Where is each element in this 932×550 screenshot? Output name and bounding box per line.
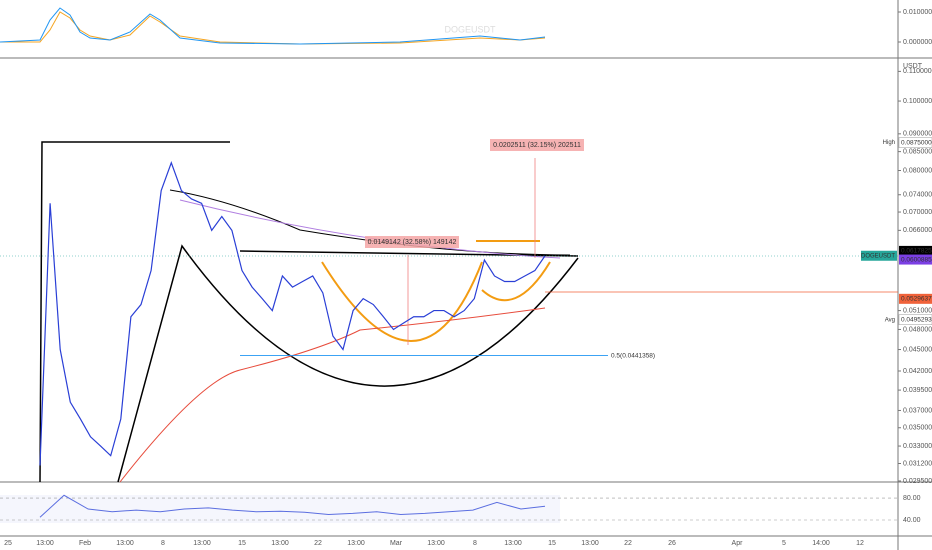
price-tag-name-bg — [881, 314, 897, 325]
time-label: 22 — [624, 540, 632, 547]
time-label: Feb — [79, 540, 91, 547]
price-tag-label: 0.0875000 — [901, 139, 932, 146]
price-tag-name: Avg — [885, 317, 895, 323]
macd-tick-label: 0.0000000 — [903, 39, 932, 46]
price-tag — [898, 137, 932, 148]
drawing-line — [39, 141, 230, 483]
annotation-bg — [490, 139, 584, 151]
inner-cup — [321, 261, 483, 342]
price-tag-name-bg — [877, 137, 897, 148]
price-tag-label: 0.0617825 — [901, 248, 932, 255]
rsi-tick-label: 40.00 — [903, 517, 921, 524]
price-tag — [899, 245, 932, 256]
rsi-band — [0, 495, 560, 523]
time-label: 26 — [668, 540, 676, 547]
price-tag — [899, 293, 932, 304]
macd-line — [0, 7, 546, 45]
price-tag — [899, 254, 932, 265]
annotation: 0.0149142 (32.58%) 149142 — [368, 239, 457, 246]
time-label: 15 — [548, 540, 556, 547]
time-label: 22 — [314, 540, 322, 547]
price-tag-label: 0.0529637 — [901, 296, 932, 303]
moving-average — [169, 189, 571, 256]
time-label: 8 — [161, 540, 165, 547]
time-label: 5 — [782, 540, 786, 547]
annotation-bg — [365, 236, 459, 248]
price-tag-label: 0.0600885 — [901, 256, 932, 263]
time-label: 13:00 — [193, 540, 211, 547]
time-label: 15 — [238, 540, 246, 547]
price-tag — [898, 314, 932, 325]
time-label: 8 — [473, 540, 477, 547]
annotation: 0.0202511 (32.15%) 202511 — [493, 142, 581, 149]
price-tag-name-bg — [861, 250, 897, 261]
price-line — [39, 161, 546, 466]
price-tag-label: 0.0495293 — [901, 316, 932, 323]
time-label: 13:00 — [36, 540, 54, 547]
time-label: Apr — [732, 540, 744, 547]
time-label: 13:00 — [116, 540, 134, 547]
time-label: 13:00 — [271, 540, 289, 547]
fib-label: 0.5(0.0441358) — [611, 352, 655, 359]
price-tag-name: DOGEUSDT — [861, 253, 895, 259]
macd-signal — [0, 11, 546, 45]
time-label: 12 — [856, 540, 864, 547]
time-label: 25 — [4, 540, 12, 547]
time-label: 14:00 — [812, 540, 830, 547]
time-label: 13:00 — [347, 540, 365, 547]
handle — [481, 261, 551, 302]
time-label: Mar — [390, 540, 403, 547]
rsi-tick-label: 80.00 — [903, 495, 921, 502]
rsi-line — [39, 494, 546, 518]
time-label: 13:00 — [504, 540, 522, 547]
time-label: 13:00 — [427, 540, 445, 547]
symbol-watermark: DOGEUSDT — [444, 24, 496, 34]
moving-average — [119, 307, 546, 483]
currency: USDT — [903, 63, 923, 70]
time-label: 13:00 — [581, 540, 599, 547]
price-tag-name: High — [883, 140, 895, 146]
cup-curve — [117, 244, 579, 483]
